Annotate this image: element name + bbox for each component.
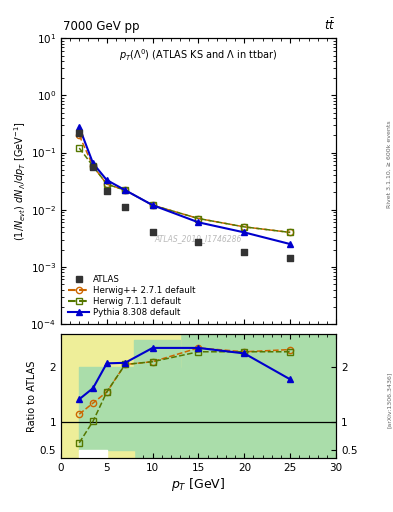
Text: ATLAS_2019_I1746286: ATLAS_2019_I1746286 xyxy=(155,234,242,243)
Text: 7000 GeV pp: 7000 GeV pp xyxy=(63,20,140,33)
X-axis label: $p_T$ [GeV]: $p_T$ [GeV] xyxy=(171,476,226,493)
Point xyxy=(195,238,202,246)
Point xyxy=(122,203,128,211)
Legend: ATLAS, Herwig++ 2.7.1 default, Herwig 7.1.1 default, Pythia 8.308 default: ATLAS, Herwig++ 2.7.1 default, Herwig 7.… xyxy=(65,272,198,319)
Text: $p_T(\Lambda^0)$ (ATLAS KS and $\Lambda$ in ttbar): $p_T(\Lambda^0)$ (ATLAS KS and $\Lambda$… xyxy=(119,47,277,63)
Point xyxy=(241,248,248,257)
Point xyxy=(104,187,110,196)
Text: Rivet 3.1.10, ≥ 600k events: Rivet 3.1.10, ≥ 600k events xyxy=(387,120,392,208)
Point xyxy=(76,129,83,137)
Text: $t\bar{t}$: $t\bar{t}$ xyxy=(325,18,336,33)
Point xyxy=(287,254,293,263)
Point xyxy=(149,228,156,237)
Y-axis label: Ratio to ATLAS: Ratio to ATLAS xyxy=(27,360,37,432)
Text: [arXiv:1306.3436]: [arXiv:1306.3436] xyxy=(387,371,392,428)
Point xyxy=(90,163,96,172)
Y-axis label: $(1/N_{evt})$ $dN_{\Lambda}/dp_T$ $[\mathrm{GeV}^{-1}]$: $(1/N_{evt})$ $dN_{\Lambda}/dp_T$ $[\mat… xyxy=(12,121,28,241)
